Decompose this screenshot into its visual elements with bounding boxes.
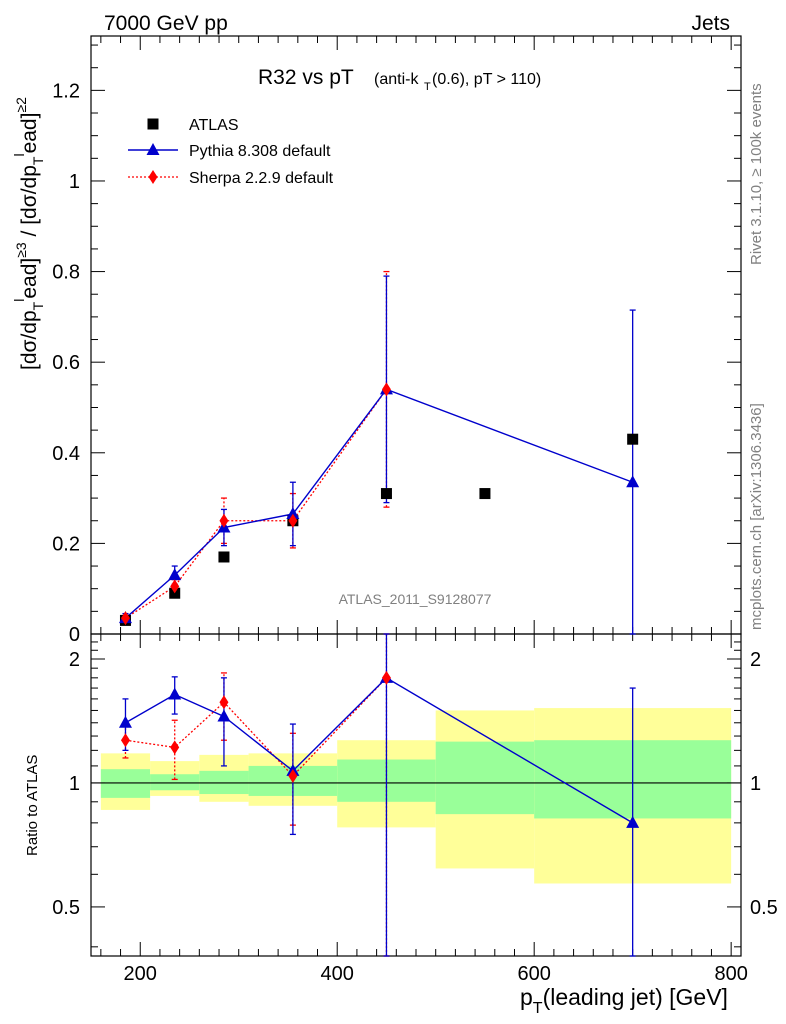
sherpa-ratio-point	[219, 695, 229, 710]
ratio-y-tick-label: 0.5	[52, 897, 80, 919]
chart-title-main: R32 vs pT	[258, 66, 354, 89]
main-ylabel: [dσ/dpTlead]≥3 / [dσ/dpTlead]≥2	[11, 97, 46, 370]
atlas-point	[380, 488, 392, 500]
y-tick-label: 0.2	[52, 533, 80, 555]
ratio-y-tick-label-right: 0.5	[750, 897, 778, 919]
y-tick-label: 0	[69, 624, 80, 646]
pythia-ratio-point	[168, 687, 182, 700]
x-tick-label: 400	[321, 963, 354, 985]
main-data	[118, 270, 640, 635]
legend-label: ATLAS	[189, 117, 239, 134]
band-green	[435, 741, 535, 815]
legend-marker-pythia	[146, 143, 160, 155]
pythia-ratio-line	[125, 676, 634, 824]
sherpa-point	[219, 513, 229, 528]
y-tick-label: 1	[69, 171, 80, 193]
sherpa-ratio-point	[120, 733, 130, 748]
pythia-ratio-point	[217, 709, 231, 722]
y-tick-label: 1.2	[52, 80, 80, 102]
chart-title-sub: T	[424, 81, 431, 93]
sherpa-ratio-point	[170, 740, 180, 755]
ratio-data	[118, 633, 640, 957]
ratio-y-tick-label: 1	[69, 773, 80, 795]
uncertainty-bands	[100, 708, 732, 884]
legend-label: Pythia 8.308 default	[189, 143, 331, 160]
energy-label: 7000 GeV pp	[104, 12, 228, 35]
x-tick-label: 200	[124, 963, 157, 985]
chart-title: R32 vs pT (anti-k T (0.6), pT > 110)	[258, 66, 541, 93]
pythia-line	[125, 388, 633, 619]
chart-title-tail: (0.6), pT > 110)	[432, 71, 541, 88]
pythia-ratio-point	[118, 715, 132, 728]
ratio-y-tick-label: 2	[69, 649, 80, 671]
sherpa-ratio-point	[381, 670, 391, 685]
pythia-ratio-point	[626, 815, 640, 828]
x-tick-label: 800	[714, 963, 747, 985]
pythia-point	[286, 506, 300, 519]
legend-marker-atlas	[147, 118, 159, 130]
x-tick-label: 600	[517, 963, 550, 985]
band-green	[150, 774, 200, 791]
rivet-label: Rivet 3.1.10, ≥ 100k events	[748, 83, 765, 265]
y-tick-label: 0.6	[52, 352, 80, 374]
ratio-y-tick-label-right: 2	[750, 649, 761, 671]
main-axes: 0 0.2 0.4 0.6 0.8 1 1.2	[52, 36, 741, 646]
sherpa-ratio-point	[288, 768, 298, 783]
y-tick-label: 0.4	[52, 443, 80, 465]
ratio-ylabel: Ratio to ATLAS	[24, 755, 41, 856]
analysis-watermark: ATLAS_2011_S9128077	[339, 591, 492, 607]
process-label: Jets	[691, 12, 730, 35]
xlabel-text: pT(leading jet) [GeV]	[520, 984, 728, 1017]
sherpa-point	[381, 382, 391, 397]
legend: ATLAS Pythia 8.308 default Sherpa 2.2.9 de…	[128, 117, 334, 187]
pythia-point	[626, 475, 640, 488]
pythia-point	[168, 568, 182, 581]
mcplots-label: mcplots.cern.ch [arXiv:1306.3436]	[748, 403, 765, 630]
sherpa-point	[288, 513, 298, 528]
atlas-point	[218, 551, 230, 563]
main-ylabel-text: [dσ/dpTlead]≥3 / [dσ/dpTlead]≥2	[11, 97, 46, 370]
xlabel: pT(leading jet) [GeV]	[520, 984, 728, 1017]
atlas-point	[627, 433, 639, 445]
ratio-axes: 200 400 600 800 0.5 0.5 1 1 2 2	[52, 633, 778, 985]
sherpa-point	[170, 579, 180, 594]
sherpa-point	[120, 611, 130, 626]
chart-title-suffix: (anti-k	[374, 71, 419, 88]
y-tick-label: 0.8	[52, 262, 80, 284]
ratio-y-tick-label-right: 1	[750, 773, 761, 795]
legend-label: Sherpa 2.2.9 default	[189, 170, 334, 187]
atlas-point	[479, 488, 491, 500]
legend-marker-sherpa	[148, 170, 158, 184]
